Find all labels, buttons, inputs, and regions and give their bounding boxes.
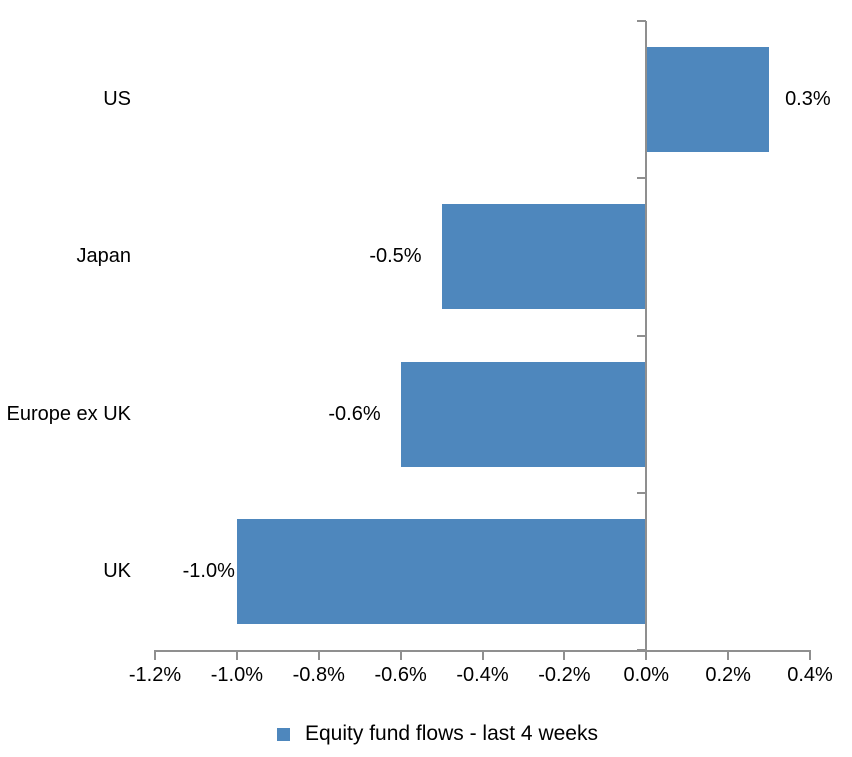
category-axis-tick bbox=[637, 177, 646, 180]
legend-label: Equity fund flows - last 4 weeks bbox=[305, 722, 598, 745]
data-label-uk: -1.0% bbox=[182, 559, 235, 582]
x-tick-label: -0.6% bbox=[374, 664, 427, 686]
x-tick-label: -0.2% bbox=[538, 664, 591, 686]
legend-marker-icon bbox=[277, 727, 290, 741]
x-axis-tick bbox=[481, 650, 484, 660]
category-label-uk: UK bbox=[103, 559, 131, 582]
data-label-us: 0.3% bbox=[785, 88, 831, 111]
category-label-us: US bbox=[103, 88, 131, 111]
x-tick-label: 0.0% bbox=[623, 664, 670, 686]
x-tick-label: 0.4% bbox=[787, 664, 833, 686]
bar-japan bbox=[441, 204, 647, 310]
x-tick-label: -1.0% bbox=[210, 664, 263, 686]
bar-europe-ex-uk bbox=[400, 361, 647, 467]
category-axis-line bbox=[645, 21, 647, 650]
x-tick-label: -1.2% bbox=[128, 664, 182, 686]
category-label-europe-ex-uk: Europe ex UK bbox=[6, 402, 131, 425]
x-axis-tick bbox=[645, 650, 648, 660]
x-axis-tick bbox=[317, 650, 320, 660]
x-axis-tick bbox=[235, 650, 238, 660]
bar-uk bbox=[236, 518, 647, 624]
data-label-europe-ex-uk: -0.6% bbox=[328, 402, 381, 425]
x-axis-tick bbox=[727, 650, 730, 660]
x-axis-tick bbox=[154, 650, 156, 660]
x-axis-tick bbox=[809, 650, 811, 660]
x-tick-label: 0.2% bbox=[705, 664, 751, 686]
legend: Equity fund flows - last 4 weeks bbox=[277, 722, 598, 746]
category-label-japan: Japan bbox=[76, 245, 132, 268]
x-axis-tick bbox=[399, 650, 402, 660]
category-axis-tick bbox=[637, 491, 646, 494]
x-tick-label: -0.8% bbox=[292, 664, 345, 686]
bar-us bbox=[646, 47, 770, 153]
data-label-japan: -0.5% bbox=[369, 245, 422, 268]
category-axis-tick bbox=[637, 20, 646, 22]
x-axis-tick bbox=[563, 650, 566, 660]
x-tick-label: -0.4% bbox=[456, 664, 509, 686]
category-axis-tick bbox=[637, 334, 646, 337]
